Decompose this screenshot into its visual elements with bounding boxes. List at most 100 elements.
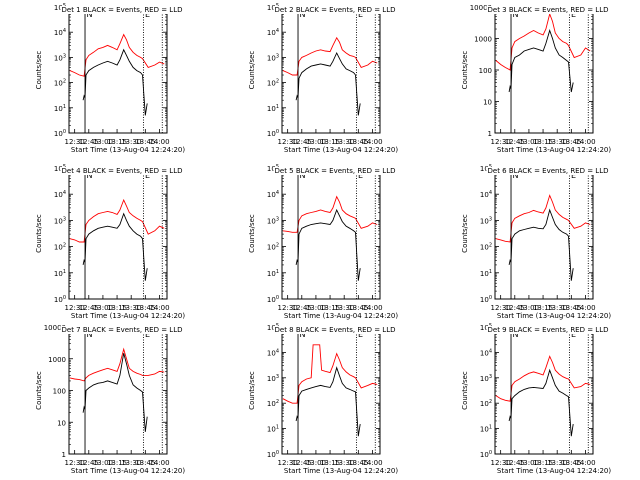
- y-tick-label: 100: [267, 295, 279, 304]
- time-marker-label: N: [87, 171, 93, 180]
- y-tick-label: 101: [267, 425, 279, 434]
- y-axis-title: Counts/sec: [248, 214, 256, 253]
- x-axis-title: Start Time (13-Aug-04 12:24:20): [71, 312, 185, 320]
- time-marker-label: N: [513, 171, 519, 180]
- time-marker-label: E: [145, 10, 150, 19]
- detector-panel-5: 10010110210310410512:3012:4513:0013:1513…: [248, 164, 398, 320]
- x-tick-label: 13:15: [107, 138, 127, 146]
- y-tick-label: 100: [480, 450, 492, 459]
- x-tick-label: 13:15: [107, 459, 127, 467]
- x-tick-label: 13:15: [533, 459, 553, 467]
- series-line-lld: [495, 355, 591, 402]
- series-line-events: [82, 48, 148, 116]
- y-tick-label: 100: [53, 388, 66, 396]
- series-line-lld: [495, 12, 591, 71]
- detector-panel-6: 10010110210310410512:3012:4513:0013:1513…: [461, 164, 611, 320]
- x-tick-label: 12:45: [79, 459, 99, 467]
- x-axis-title: Start Time (13-Aug-04 12:24:20): [71, 146, 185, 154]
- time-marker-label: E: [358, 171, 363, 180]
- x-tick-label: 13:45: [348, 138, 368, 146]
- series-line-events: [295, 366, 361, 437]
- x-tick-label: 12:30: [278, 459, 298, 467]
- x-tick-label: 14:00: [149, 304, 169, 312]
- x-tick-label: 13:45: [348, 459, 368, 467]
- x-tick-label: 13:15: [107, 304, 127, 312]
- plot-frame: [68, 167, 168, 300]
- x-tick-label: 12:30: [65, 138, 85, 146]
- panel-title-backing: [60, 6, 184, 14]
- y-tick-label: 104: [267, 190, 279, 199]
- x-tick-label: 14:00: [362, 138, 382, 146]
- x-tick-label: 14:00: [575, 138, 595, 146]
- plot-frame: [68, 6, 168, 134]
- detector-panel-2: 10010110210310410512:3012:4513:0013:1513…: [248, 3, 398, 154]
- y-tick-label: 103: [480, 374, 492, 383]
- y-tick-label: 101: [267, 104, 279, 113]
- y-tick-label: 103: [267, 216, 279, 225]
- time-marker-label: E: [571, 171, 576, 180]
- series-line-events: [295, 51, 361, 116]
- series-line-lld: [282, 36, 378, 76]
- x-tick-label: 12:45: [505, 304, 525, 312]
- x-tick-label: 13:45: [561, 138, 581, 146]
- series-line-events: [508, 208, 574, 281]
- x-tick-label: 13:30: [547, 138, 567, 146]
- x-axis-title: Start Time (13-Aug-04 12:24:20): [497, 146, 611, 154]
- x-axis-title: Start Time (13-Aug-04 12:24:20): [284, 146, 398, 154]
- series-line-lld: [69, 198, 165, 243]
- panel-title-backing: [60, 167, 184, 175]
- panel-title-backing: [486, 326, 610, 334]
- x-tick-label: 14:00: [362, 459, 382, 467]
- y-axis-title: Counts/sec: [248, 51, 256, 90]
- time-marker-label: E: [571, 10, 576, 19]
- x-tick-label: 13:00: [93, 304, 113, 312]
- x-tick-label: 12:45: [505, 459, 525, 467]
- panel-title-backing: [273, 6, 397, 14]
- detector-panel-3: 1 10 100 1000 10000 12:3012:4513:0013:1513:30…: [461, 4, 611, 154]
- time-marker-label: N: [300, 10, 306, 19]
- series-line-events: [295, 208, 361, 281]
- detector-panel-7: 1 10 100 1000 10000 12:3012:4513:0013:1513:30…: [35, 324, 185, 475]
- y-tick-label: 103: [267, 374, 279, 383]
- series-line-lld: [69, 347, 165, 382]
- series-line-events: [508, 368, 574, 437]
- panel-title: Det 5 BLACK = Events, RED = LLD: [275, 167, 396, 175]
- y-tick-label: 10: [483, 99, 492, 107]
- y-tick-label: 104: [54, 28, 66, 37]
- x-tick-label: 13:30: [334, 459, 354, 467]
- x-tick-label: 12:30: [491, 459, 511, 467]
- series-line-events: [82, 353, 148, 432]
- panel-title-backing: [486, 167, 610, 175]
- x-tick-label: 13:45: [135, 138, 155, 146]
- y-tick-label: 101: [267, 269, 279, 278]
- time-marker-label: N: [513, 10, 519, 19]
- x-tick-label: 14:00: [362, 304, 382, 312]
- detector-panel-4: 10010110210310410512:3012:4513:0013:1513…: [35, 164, 185, 320]
- plot-frame: [281, 326, 381, 455]
- x-tick-label: 12:30: [278, 138, 298, 146]
- x-tick-label: 13:45: [561, 459, 581, 467]
- y-tick-label: 101: [54, 104, 66, 113]
- y-tick-label: 102: [480, 399, 492, 408]
- panel-title: Det 3 BLACK = Events, RED = LLD: [488, 6, 609, 14]
- x-tick-label: 14:00: [575, 304, 595, 312]
- panel-title: Det 6 BLACK = Events, RED = LLD: [488, 167, 609, 175]
- x-tick-label: 13:00: [519, 459, 539, 467]
- plot-frame: [281, 6, 381, 134]
- plot-frame: [494, 326, 594, 455]
- y-tick-label: 1000: [474, 36, 492, 44]
- series-line-lld: [282, 344, 378, 404]
- x-tick-label: 13:45: [348, 304, 368, 312]
- x-tick-label: 13:30: [334, 138, 354, 146]
- time-marker-label: N: [87, 10, 93, 19]
- x-tick-label: 13:30: [547, 459, 567, 467]
- y-tick-label: 103: [54, 53, 66, 62]
- series-line-events: [508, 29, 574, 93]
- y-tick-label: 10000: [470, 4, 492, 12]
- detector-panel-8: 10010110210310410512:3012:4513:0013:1513…: [248, 323, 398, 475]
- time-marker-label: E: [358, 330, 363, 339]
- x-tick-label: 12:45: [79, 304, 99, 312]
- y-tick-label: 10000: [44, 324, 66, 332]
- y-tick-label: 101: [54, 269, 66, 278]
- series-line-lld: [69, 33, 165, 77]
